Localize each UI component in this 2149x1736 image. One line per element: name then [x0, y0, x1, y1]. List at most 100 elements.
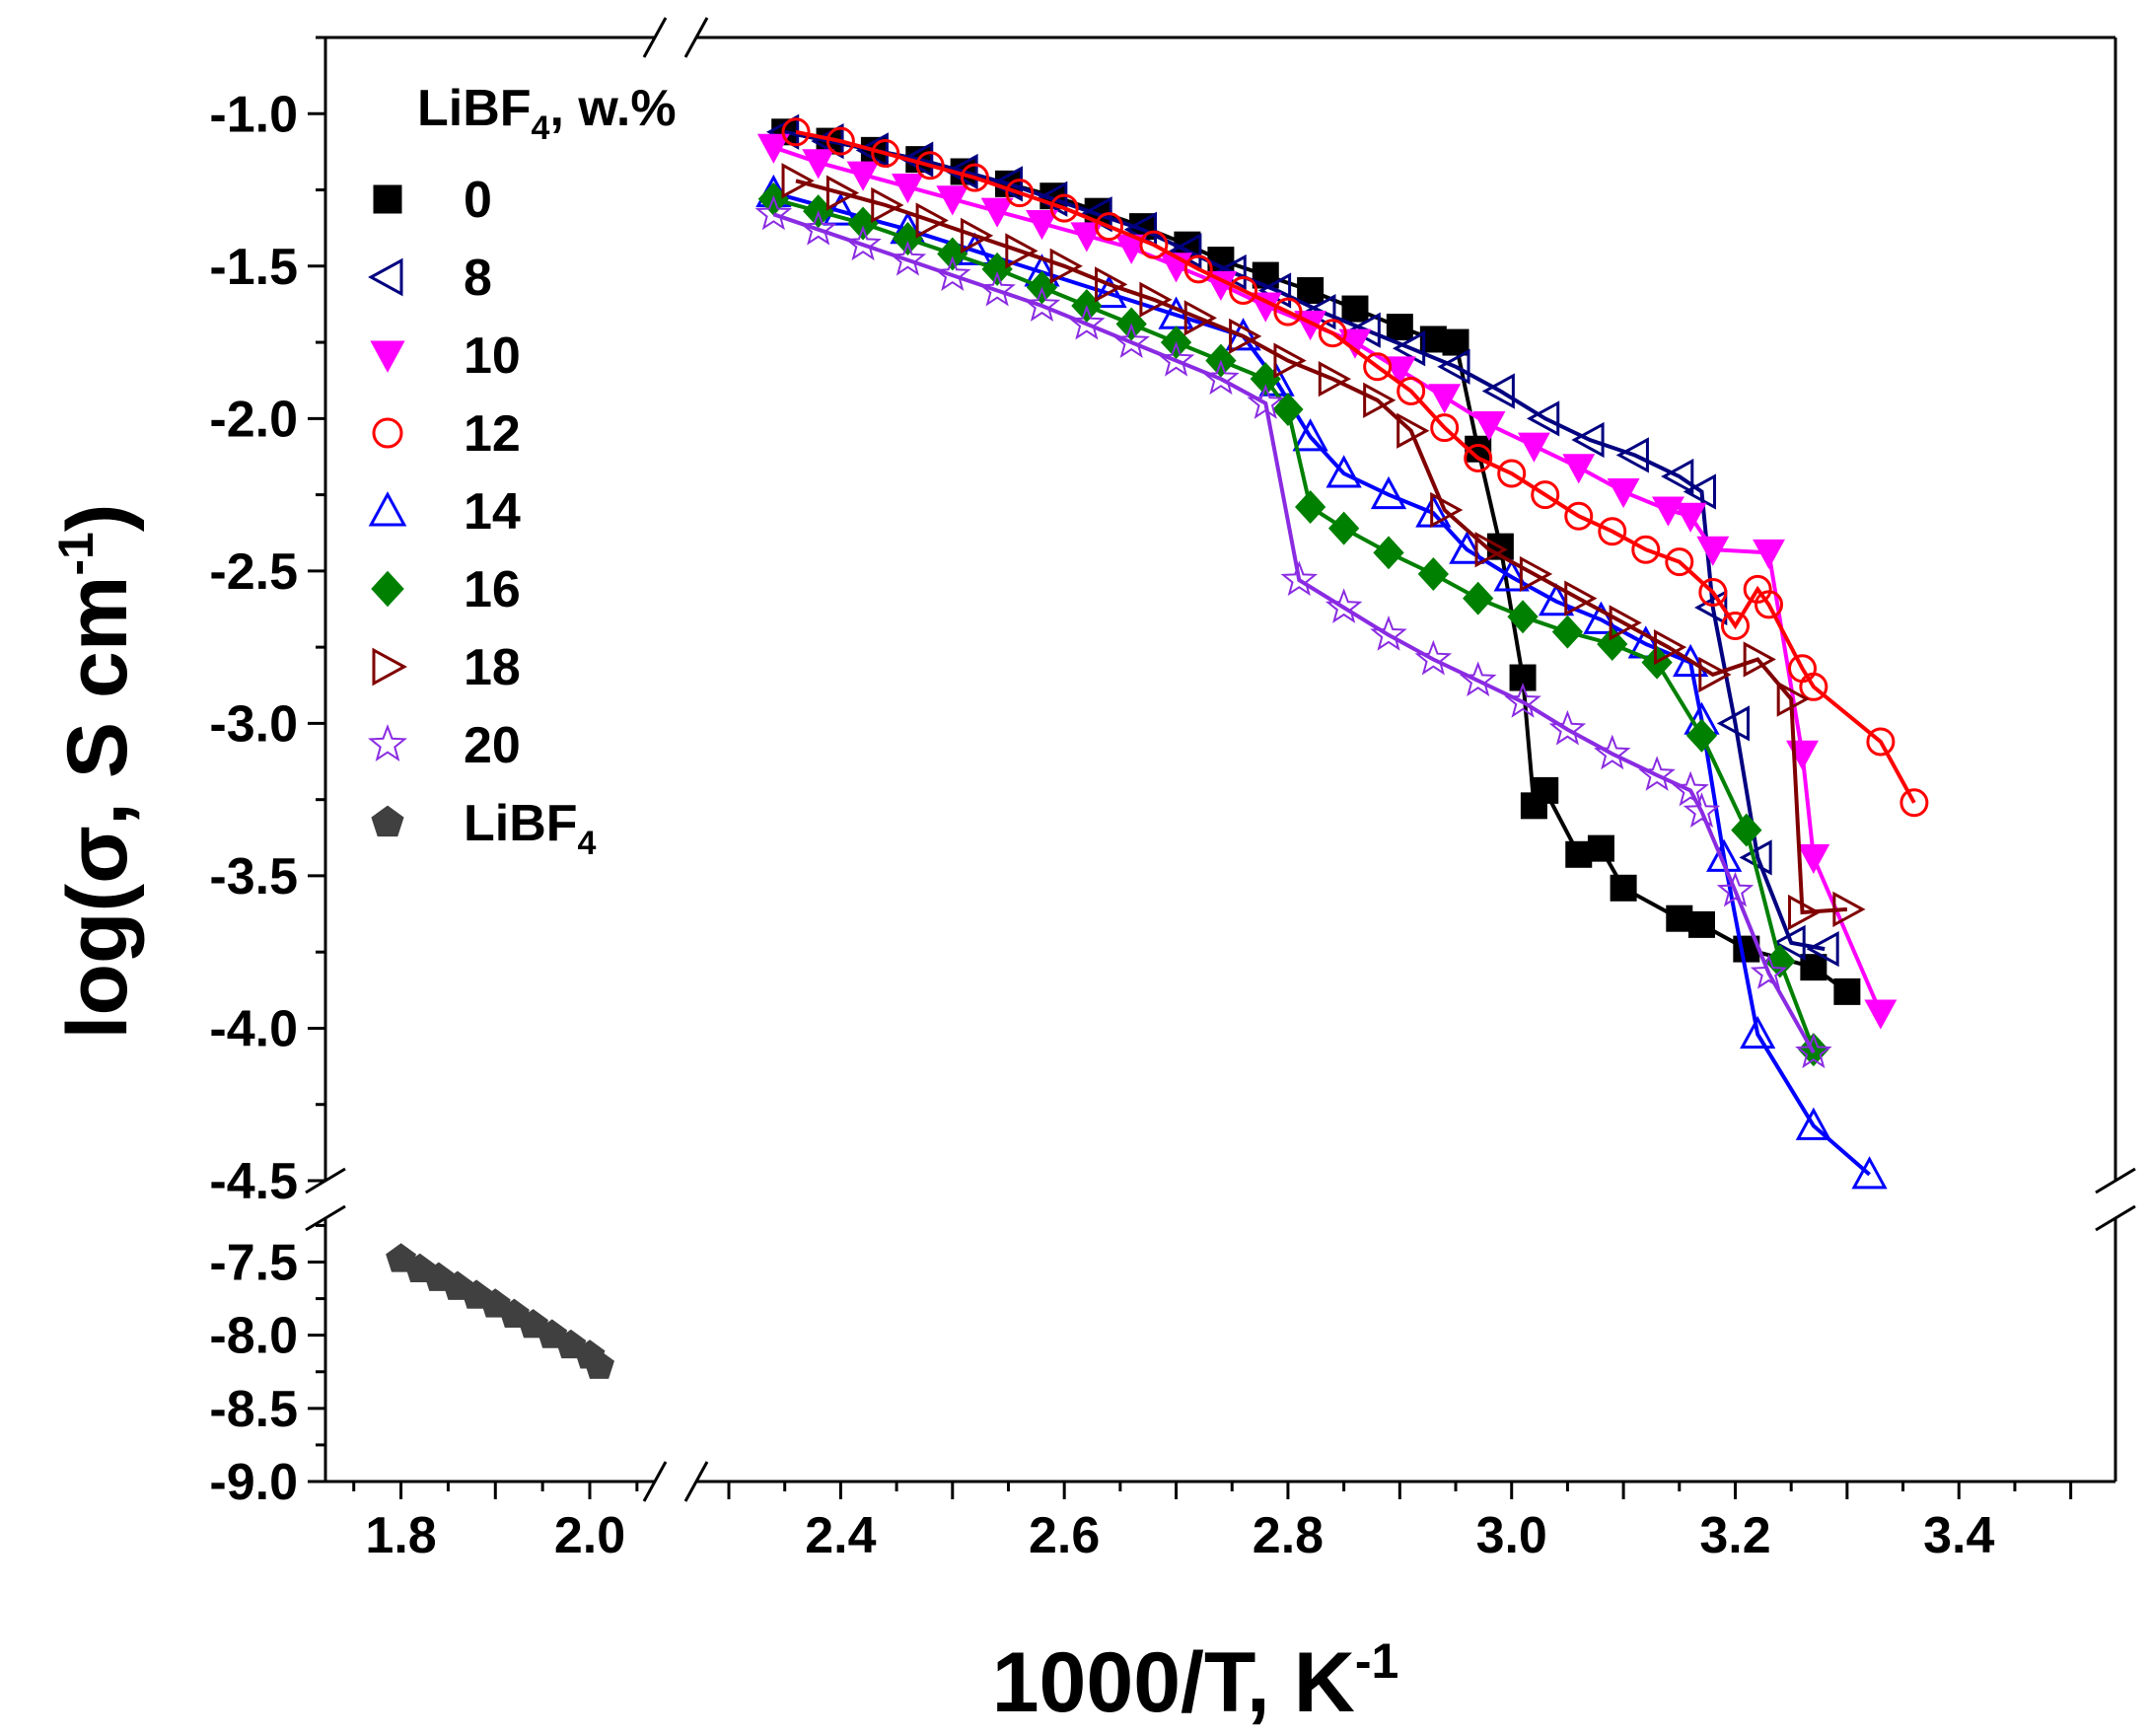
data-point [1328, 511, 1360, 545]
series-10 [756, 133, 1898, 1030]
series-line [795, 179, 1848, 915]
data-point [1023, 286, 1061, 322]
data-point [844, 225, 882, 261]
data-point [1698, 578, 1728, 608]
data-point [1666, 904, 1693, 932]
data-point [1070, 222, 1104, 253]
data-point [871, 138, 900, 168]
data-point [1638, 756, 1676, 791]
data-point [1716, 705, 1750, 742]
data-point [1571, 421, 1605, 459]
data-point [1273, 342, 1307, 379]
legend-item-16: 16 [371, 561, 521, 618]
data-point [1112, 323, 1150, 359]
legend-item-20: 20 [368, 717, 521, 774]
data-point [891, 173, 924, 204]
data-point [1631, 535, 1661, 564]
data-point [781, 117, 811, 147]
data-point [1864, 999, 1898, 1030]
data-point [1464, 444, 1493, 473]
data-point [1696, 536, 1730, 566]
data-point [799, 209, 837, 246]
data-point [1753, 539, 1785, 569]
data-point [1202, 359, 1240, 396]
data-point [1866, 727, 1896, 757]
data-point [825, 126, 855, 156]
data-point [1370, 615, 1407, 651]
data-point [978, 270, 1016, 307]
data-point [1272, 393, 1304, 427]
legend-label: LiBF4 [464, 795, 597, 862]
data-point [1318, 361, 1352, 398]
data-point [1755, 590, 1784, 619]
y-tick-label: -4.0 [209, 1000, 298, 1057]
data-point [1442, 328, 1469, 356]
data-point [915, 202, 949, 239]
data-point [1049, 248, 1083, 284]
data-point [1049, 193, 1079, 223]
data-point [1564, 580, 1598, 616]
data-point [1183, 254, 1213, 284]
legend-item-14: 14 [368, 483, 521, 541]
data-point [1183, 300, 1217, 336]
data-point [1788, 894, 1822, 931]
data-point [1706, 838, 1743, 872]
data-point [1683, 792, 1721, 828]
data-point [802, 149, 835, 180]
y-axis-title: log(σ, S cm-1) [48, 504, 145, 1040]
legend-label: 8 [464, 250, 492, 307]
data-point [754, 194, 793, 231]
data-point [1720, 611, 1750, 640]
x-tick-label: 2.4 [805, 1507, 876, 1564]
data-point [1095, 212, 1124, 242]
data-point [1229, 276, 1258, 306]
data-point [1463, 581, 1494, 615]
y-tick-label: -3.5 [209, 848, 298, 905]
y-tick-label: -2.0 [209, 391, 298, 448]
legend-label: 14 [464, 483, 521, 541]
data-point [1325, 588, 1363, 623]
legend-item-12: 12 [372, 405, 521, 463]
data-point [1026, 210, 1058, 241]
axis-ticks: 1.8 2.0 2.4 2.6 2.8 3.0 3.2 3.4 -1.0 -1.5 -2.0 -2.5… [209, 36, 2073, 1564]
data-point [980, 197, 1014, 228]
data-point [1247, 384, 1285, 419]
data-point [1472, 411, 1506, 442]
data-point [1068, 304, 1106, 340]
y-tick-label: -1.0 [209, 86, 298, 143]
data-point [1397, 377, 1426, 406]
data-point [1397, 412, 1430, 449]
data-point [1526, 400, 1560, 437]
series-12 [781, 117, 1929, 818]
y-tick-label: -8.5 [209, 1381, 298, 1438]
data-point [1459, 661, 1497, 697]
data-point [934, 255, 971, 292]
data-point [1091, 274, 1127, 309]
series-8 [765, 113, 1839, 968]
data-point [1157, 340, 1195, 377]
x-break-mark-bottom [683, 1461, 709, 1502]
data-point [1832, 891, 1866, 928]
x-break-mark-bottom [642, 1461, 668, 1502]
y-tick-label: -3.0 [209, 695, 298, 753]
data-point [584, 1349, 614, 1379]
legend-item-LiBF4: LiBF4 [371, 795, 597, 862]
data-point [1653, 629, 1687, 666]
data-point [1373, 536, 1404, 570]
legend-label: 16 [464, 561, 521, 618]
legend-item-10: 10 [370, 327, 521, 385]
x-axis-title: 1000/T, K-1 [992, 1633, 1399, 1730]
data-point [1609, 605, 1642, 641]
data-point [823, 192, 859, 226]
data-point [1740, 1015, 1776, 1049]
data-point [1430, 491, 1464, 529]
data-point [1139, 230, 1169, 259]
data-point [1795, 1107, 1831, 1140]
data-point [1786, 740, 1819, 770]
data-point [1297, 277, 1325, 305]
data-point [1687, 910, 1715, 938]
data-point [1392, 330, 1426, 367]
data-point [1833, 977, 1861, 1005]
legend-item-0: 0 [373, 172, 492, 229]
